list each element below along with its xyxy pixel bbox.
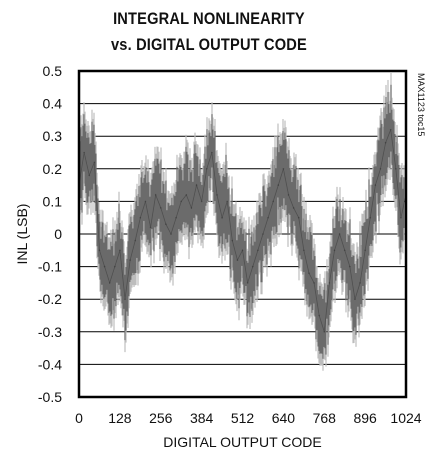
y-tick-label: 0.3 — [43, 128, 63, 144]
x-axis-label: DIGITAL OUTPUT CODE — [163, 434, 321, 450]
inl-data-point — [149, 226, 152, 229]
inl-data-point — [251, 265, 254, 268]
inl-data-point — [231, 239, 234, 242]
y-tick-label: 0.5 — [43, 63, 63, 79]
inl-data-point — [297, 216, 300, 219]
plot-frame — [77, 69, 408, 399]
inl-data-point — [134, 239, 137, 242]
inl-data-point — [83, 151, 85, 154]
inl-data-point — [190, 207, 193, 209]
inl-data-point — [246, 282, 249, 284]
inl-data-point — [98, 249, 101, 252]
data-trace — [78, 73, 407, 371]
y-tick-label: 0.2 — [43, 161, 63, 177]
inl-data-point — [216, 194, 218, 196]
inl-data-point — [272, 200, 274, 203]
inl-data-point — [124, 298, 126, 301]
inl-data-point — [180, 200, 182, 203]
x-tick-label: 384 — [190, 410, 214, 426]
inl-data-point — [328, 282, 331, 284]
x-tick-label: 1024 — [390, 410, 421, 426]
inl-data-point — [323, 331, 326, 333]
inl-data-point — [379, 168, 382, 170]
x-tick-label: 128 — [108, 410, 132, 426]
inl-data-point — [185, 194, 188, 196]
inl-data-point — [374, 184, 377, 186]
inl-data-point — [221, 216, 223, 219]
inl-data-point — [292, 207, 295, 209]
inl-data-point — [113, 265, 116, 268]
x-tick-label: 512 — [231, 410, 255, 426]
x-tick-labels: 0 128 256 384 512 640 768 896 1024 — [75, 410, 422, 426]
inl-data-point — [129, 259, 131, 261]
inl-data-point — [364, 249, 366, 252]
x-tick-label: 768 — [313, 410, 337, 426]
y-tick-label: -0.4 — [38, 356, 62, 372]
inl-data-point — [159, 207, 162, 209]
inl-data-point — [267, 216, 269, 219]
y-tick-labels: 0.5 0.4 0.3 0.2 0.1 0 -0.1 -0.2 -0.3 -0.4 -0.5 — [38, 63, 62, 405]
inl-data-point — [93, 161, 96, 164]
y-tick-label: 0.1 — [43, 193, 63, 209]
inl-data-point — [144, 200, 147, 203]
y-tick-label: 0.4 — [43, 96, 63, 112]
inl-data-point — [303, 249, 305, 252]
y-tick-label: 0 — [54, 226, 62, 242]
inl-data-point — [211, 151, 213, 154]
inl-data-point — [369, 216, 372, 219]
inl-data-point — [318, 314, 320, 317]
inl-data-point — [257, 249, 259, 252]
inl-data-point — [236, 259, 239, 261]
y-tick-label: -0.5 — [38, 389, 62, 405]
inl-data-point — [333, 249, 336, 252]
inl-data-point — [338, 233, 341, 235]
inl-data-point — [384, 141, 387, 144]
inl-data-point — [343, 249, 346, 252]
inl-data-point — [139, 216, 142, 219]
chart-code-annotation: MAX1123 toc15 — [416, 73, 426, 136]
inl-data-point — [241, 249, 244, 252]
inl-data-point — [354, 298, 356, 301]
inl-data-point — [282, 168, 285, 170]
inl-data-point — [108, 282, 111, 284]
chart-title-line-1: INTEGRAL NONLINEARITY — [113, 9, 305, 28]
inl-data-point — [226, 200, 228, 203]
y-tick-label: -0.2 — [38, 291, 62, 307]
inl-data-point — [389, 128, 392, 131]
inl-data-point — [308, 272, 310, 274]
y-tick-label: -0.3 — [38, 324, 62, 340]
inl-data-point — [359, 282, 361, 284]
inl-data-point — [195, 184, 198, 186]
inl-data-point — [205, 168, 208, 170]
x-tick-label: 256 — [149, 410, 173, 426]
x-tick-label: 0 — [75, 410, 83, 426]
inl-data-point — [348, 265, 351, 268]
x-tick-label: 640 — [272, 410, 296, 426]
inl-data-point — [394, 168, 397, 170]
inl-data-point — [400, 216, 402, 219]
inl-data-point — [175, 216, 177, 219]
inl-data-point — [287, 194, 290, 196]
y-axis-label: INL (LSB) — [14, 204, 30, 265]
inl-data-point — [313, 282, 315, 284]
inl-data-point — [103, 265, 106, 268]
inl-data-point — [262, 233, 264, 235]
y-tick-label: -0.1 — [38, 259, 62, 275]
inl-data-point — [88, 174, 91, 177]
inl-data-point — [277, 184, 280, 186]
inl-data-point — [165, 223, 167, 226]
inl-data-point — [119, 249, 121, 252]
chart-title-line-2: vs. DIGITAL OUTPUT CODE — [111, 35, 307, 54]
x-tick-label: 896 — [353, 410, 377, 426]
inl-data-point — [154, 194, 157, 196]
inl-data-point — [200, 200, 203, 203]
inl-data-point — [170, 233, 172, 235]
